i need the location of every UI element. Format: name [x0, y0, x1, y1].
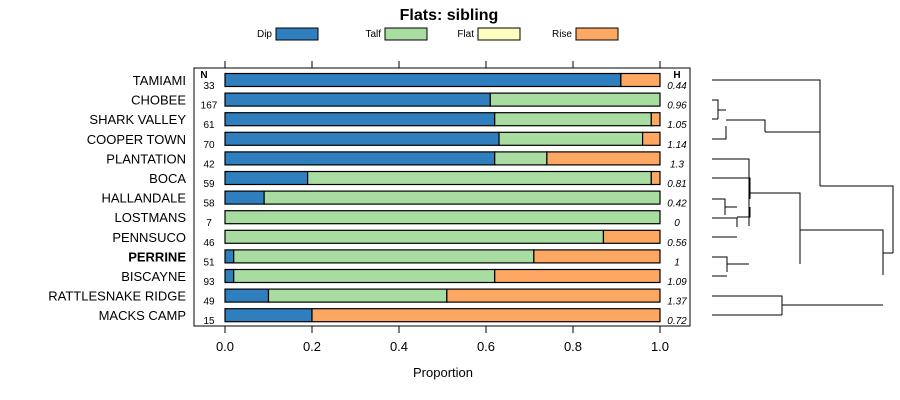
- h-value: 0.81: [667, 179, 686, 190]
- category-label: BOCA: [149, 171, 186, 186]
- bar-segment: [641, 131, 661, 146]
- category-label: RATTLESNAKE RIDGE: [48, 289, 186, 304]
- bars: [224, 72, 661, 323]
- h-header: H: [673, 70, 680, 81]
- n-value: 93: [203, 277, 215, 288]
- bar-segment: [650, 170, 661, 186]
- x-tick-label: 1.0: [651, 339, 669, 354]
- bar-segment: [233, 249, 535, 264]
- bar-segment: [602, 229, 661, 244]
- bar-segment: [224, 210, 661, 225]
- bar-segment: [498, 131, 644, 146]
- bar-segment: [533, 249, 661, 264]
- h-value: 0.96: [667, 101, 687, 112]
- h-value: 0.42: [667, 199, 687, 210]
- h-value: 0.72: [667, 316, 687, 327]
- x-tick-label: 0.2: [303, 339, 321, 354]
- n-values: 33 167 61 70 42 59 58 7 46 51 93 49 15: [201, 81, 218, 327]
- bar-segment: [620, 72, 661, 88]
- h-value: 1.05: [667, 120, 687, 131]
- bar-segment: [446, 288, 661, 303]
- category-label: HALLANDALE: [101, 191, 186, 206]
- bar-segment: [307, 170, 652, 186]
- x-axis: 0.0 0.2 0.4 0.6 0.8 1.0: [216, 61, 669, 354]
- category-label: PERRINE: [128, 249, 186, 264]
- bar-segment: [494, 151, 548, 166]
- category-label: MACKS CAMP: [99, 308, 186, 323]
- n-value: 58: [203, 199, 215, 210]
- bar-segment: [224, 92, 491, 107]
- legend-label: Dip: [257, 29, 272, 40]
- x-axis-label: Proportion: [413, 365, 473, 380]
- bar-segment: [546, 151, 661, 166]
- plot-frame: [193, 67, 691, 327]
- bar-segment: [224, 131, 500, 146]
- bar-segment: [224, 190, 265, 205]
- h-value: 1.3: [670, 159, 684, 170]
- h-value: 0: [674, 218, 680, 229]
- legend-label: Talf: [365, 29, 381, 40]
- category-label: COOPER TOWN: [87, 132, 186, 147]
- bar-segment: [494, 112, 652, 127]
- bar-segment: [224, 72, 622, 88]
- bar-segment: [233, 268, 496, 284]
- bar-segment: [311, 308, 661, 323]
- bar-segment: [224, 112, 496, 127]
- bar-segment: [224, 288, 270, 303]
- legend-swatch: [275, 27, 319, 41]
- n-header: N: [200, 70, 207, 81]
- bar-segment: [267, 288, 448, 303]
- category-label: TAMIAMI: [133, 73, 186, 88]
- h-value: 1.37: [667, 297, 687, 308]
- category-label: BISCAYNE: [121, 269, 186, 284]
- x-tick-label: 0.6: [477, 339, 495, 354]
- legend-label: Flat: [457, 29, 474, 40]
- category-label: PENNSUCO: [112, 230, 186, 245]
- n-value: 46: [203, 238, 215, 249]
- bar-segment: [224, 249, 235, 264]
- bar-segment: [650, 112, 661, 127]
- x-tick-label: 0.0: [216, 339, 234, 354]
- bar-segment: [224, 151, 496, 166]
- bar-segment: [494, 268, 661, 284]
- h-value: 1.14: [667, 140, 687, 151]
- bar-segment: [263, 190, 661, 205]
- n-value: 167: [201, 101, 218, 112]
- legend-swatch: [477, 27, 521, 41]
- x-tick-label: 0.8: [564, 339, 582, 354]
- bar-segment: [224, 268, 235, 284]
- n-value: 33: [203, 81, 215, 92]
- category-label: PLANTATION: [106, 151, 186, 166]
- category-labels: TAMIAMI CHOBEE SHARK VALLEY COOPER TOWN PLAN…: [48, 73, 186, 323]
- bar-segment: [489, 92, 661, 107]
- n-value: 51: [203, 257, 215, 268]
- legend-swatch: [575, 27, 619, 41]
- category-label: SHARK VALLEY: [89, 112, 186, 127]
- h-values: 0.44 0.96 1.05 1.14 1.3 0.81 0.42 0 0.56 1 1.09 1.3…: [667, 81, 687, 327]
- bar-segment: [224, 229, 605, 244]
- h-value: 0.44: [667, 81, 687, 92]
- legend: Dip Talf Flat Rise: [257, 27, 619, 41]
- n-value: 15: [203, 316, 215, 327]
- n-value: 61: [203, 120, 215, 131]
- legend-swatch: [384, 27, 428, 41]
- category-label: CHOBEE: [131, 93, 186, 108]
- bar-segment: [224, 308, 313, 323]
- n-value: 70: [203, 140, 215, 151]
- n-value: 42: [203, 159, 215, 170]
- x-tick-label: 0.4: [390, 339, 408, 354]
- h-value: 1: [674, 257, 680, 268]
- legend-label: Rise: [552, 29, 572, 40]
- n-value: 59: [203, 179, 215, 190]
- category-label: LOSTMANS: [114, 210, 186, 225]
- h-value: 0.56: [667, 238, 687, 249]
- bar-segment: [224, 170, 309, 186]
- dendro-branch: [712, 79, 894, 316]
- n-value: 7: [206, 218, 212, 229]
- n-value: 49: [203, 297, 215, 308]
- dendrogram: [712, 79, 894, 316]
- h-value: 1.09: [667, 277, 687, 288]
- chart-title: Flats: sibling: [400, 7, 499, 24]
